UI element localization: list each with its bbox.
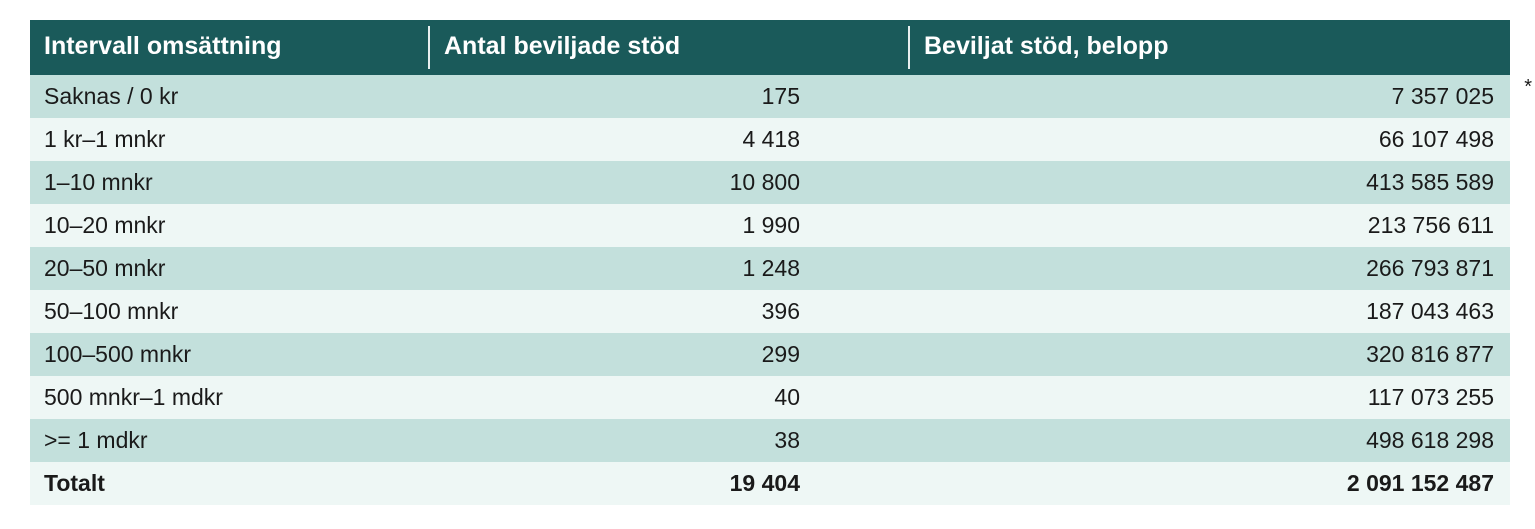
table-row: 1–10 mnkr 10 800 413 585 589	[30, 161, 1510, 204]
footnote-marker: *	[1524, 76, 1532, 99]
cell-count: 4 418	[430, 118, 910, 161]
cell-count: 175	[430, 75, 910, 118]
cell-interval: 100–500 mnkr	[30, 333, 430, 376]
cell-amount: 7 357 025	[910, 75, 1510, 118]
cell-amount: 266 793 871	[910, 247, 1510, 290]
table-row: 50–100 mnkr 396 187 043 463	[30, 290, 1510, 333]
cell-count: 38	[430, 419, 910, 462]
table-header-count: Antal beviljade stöd	[430, 20, 910, 75]
cell-count: 396	[430, 290, 910, 333]
cell-interval: 10–20 mnkr	[30, 204, 430, 247]
table-row: 20–50 mnkr 1 248 266 793 871	[30, 247, 1510, 290]
cell-interval: >= 1 mdkr	[30, 419, 430, 462]
table-header-interval: Intervall omsättning	[30, 20, 430, 75]
table-total-row: Totalt 19 404 2 091 152 487	[30, 462, 1510, 505]
cell-amount: 320 816 877	[910, 333, 1510, 376]
cell-count: 40	[430, 376, 910, 419]
cell-count: 1 990	[430, 204, 910, 247]
table-row: 1 kr–1 mnkr 4 418 66 107 498	[30, 118, 1510, 161]
cell-interval: 20–50 mnkr	[30, 247, 430, 290]
table-container: * Intervall omsättning Antal beviljade s…	[30, 20, 1510, 505]
cell-count: 1 248	[430, 247, 910, 290]
cell-amount: 66 107 498	[910, 118, 1510, 161]
cell-interval: 1–10 mnkr	[30, 161, 430, 204]
table-row: >= 1 mdkr 38 498 618 298	[30, 419, 1510, 462]
cell-amount: 413 585 589	[910, 161, 1510, 204]
cell-interval: 50–100 mnkr	[30, 290, 430, 333]
table-row: 10–20 mnkr 1 990 213 756 611	[30, 204, 1510, 247]
cell-count: 299	[430, 333, 910, 376]
table-row: 100–500 mnkr 299 320 816 877	[30, 333, 1510, 376]
cell-interval: 500 mnkr–1 mdkr	[30, 376, 430, 419]
table-header-row: Intervall omsättning Antal beviljade stö…	[30, 20, 1510, 75]
cell-amount: 213 756 611	[910, 204, 1510, 247]
table-row: Saknas / 0 kr 175 7 357 025	[30, 75, 1510, 118]
cell-total-label: Totalt	[30, 462, 430, 505]
cell-total-amount: 2 091 152 487	[910, 462, 1510, 505]
table-header-amount: Beviljat stöd, belopp	[910, 20, 1510, 75]
cell-count: 10 800	[430, 161, 910, 204]
table-row: 500 mnkr–1 mdkr 40 117 073 255	[30, 376, 1510, 419]
cell-total-count: 19 404	[430, 462, 910, 505]
cell-interval: Saknas / 0 kr	[30, 75, 430, 118]
cell-interval: 1 kr–1 mnkr	[30, 118, 430, 161]
cell-amount: 187 043 463	[910, 290, 1510, 333]
data-table: Intervall omsättning Antal beviljade stö…	[30, 20, 1510, 505]
cell-amount: 498 618 298	[910, 419, 1510, 462]
cell-amount: 117 073 255	[910, 376, 1510, 419]
